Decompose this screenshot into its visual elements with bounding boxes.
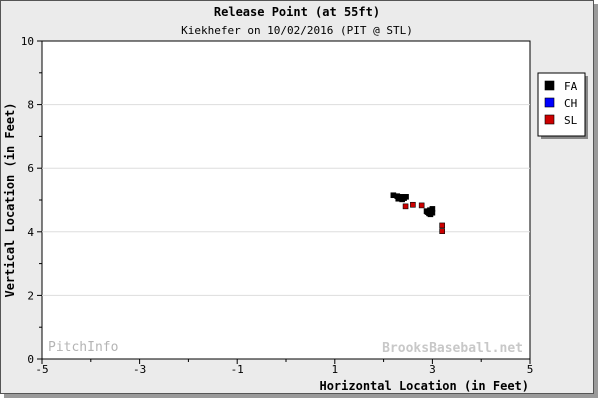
y-tick-label: 0 — [27, 353, 34, 366]
legend: FA CH SL — [537, 72, 588, 139]
chart-frame: Release Point (at 55ft) Kiekhefer on 10/… — [0, 0, 594, 394]
data-point-sl — [402, 203, 409, 210]
data-points — [390, 192, 445, 234]
x-axis-label: Horizontal Location (in Feet) — [319, 379, 529, 393]
data-point-fa — [399, 196, 405, 203]
y-tick-label: 6 — [27, 162, 34, 175]
legend-swatch-sl — [544, 114, 555, 125]
x-tick-label: -5 — [35, 363, 48, 376]
data-point-sl — [410, 201, 416, 208]
x-tick-label: 1 — [331, 363, 338, 376]
watermark-pitchinfo: PitchInfo — [48, 340, 118, 355]
data-point-sl — [439, 228, 445, 234]
y-axis-label: Vertical Location (in Feet) — [3, 102, 17, 297]
y-tick-label: 2 — [27, 289, 34, 302]
legend-label-fa: FA — [564, 80, 578, 93]
x-tick-label: -1 — [231, 363, 244, 376]
x-tick-label: 3 — [429, 363, 436, 376]
data-point-fa — [427, 211, 434, 218]
plot-area — [41, 40, 531, 360]
x-tick-label: 5 — [527, 363, 534, 376]
x-tick-label: -3 — [133, 363, 146, 376]
y-tick-label: 4 — [27, 226, 34, 239]
legend-label-ch: CH — [564, 97, 577, 110]
watermark-brooks: BrooksBaseball.net — [382, 341, 523, 356]
data-point-sl — [439, 222, 445, 229]
data-point-fa — [423, 208, 430, 214]
y-tick-label: 10 — [21, 35, 34, 48]
chart-title: Release Point (at 55ft) — [214, 5, 380, 19]
data-point-sl — [418, 202, 425, 209]
legend-label-sl: SL — [564, 114, 578, 127]
legend-swatch-fa — [544, 80, 555, 91]
y-tick-label: 8 — [27, 99, 34, 112]
gridlines — [42, 104, 530, 296]
chart-subtitle: Kiekhefer on 10/02/2016 (PIT @ STL) — [181, 24, 413, 37]
release-point-chart: Release Point (at 55ft) Kiekhefer on 10/… — [3, 5, 588, 393]
legend-swatch-ch — [544, 97, 555, 108]
axis-ticks: -5 -3 -1 1 3 5 0 2 4 6 8 10 — [21, 35, 534, 376]
